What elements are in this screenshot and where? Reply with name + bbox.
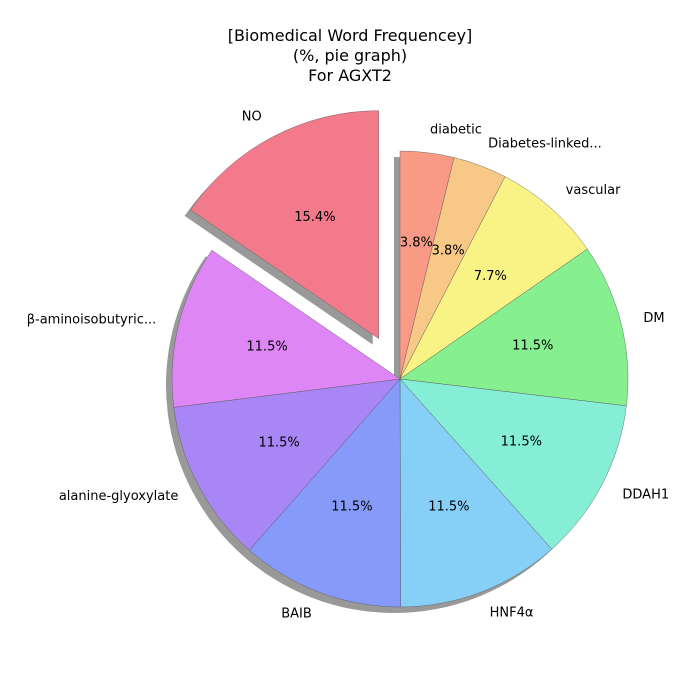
slice-percent-ddah1: 11.5%	[501, 435, 542, 450]
slice-percent-baib: 11.5%	[331, 500, 372, 515]
slice-label-diabetic: diabetic	[430, 122, 482, 137]
slice-label-no: NO	[242, 109, 262, 124]
slice-percent-aminoisobutyric: 11.5%	[246, 339, 287, 354]
slice-aminoisobutyric	[171, 249, 401, 408]
slice-alanine-glyoxylate	[173, 378, 401, 551]
chart-title-line-2: (%, pie graph)	[292, 46, 408, 65]
slice-percent-hnf4: 11.5%	[428, 499, 469, 514]
slice-label-alanine-glyoxylate: alanine-glyoxylate	[59, 489, 179, 504]
slice-wedges	[171, 110, 629, 608]
slice-dm	[399, 248, 629, 407]
slice-hnf4	[399, 378, 552, 608]
slice-baib	[249, 378, 401, 608]
chart-title-line-3: For AGXT2	[308, 66, 392, 85]
slice-no	[190, 110, 379, 340]
slice-percent-diabetes-linked: 3.8%	[432, 243, 465, 258]
slice-percent-alanine-glyoxylate: 11.5%	[258, 435, 299, 450]
slice-label-aminoisobutyric: β-aminoisobutyric...	[27, 312, 157, 327]
slice-percent-dm: 11.5%	[512, 338, 553, 353]
slice-vascular	[399, 176, 588, 380]
slice-label-dm: DM	[643, 311, 664, 326]
slice-labels: diabetic 3.8% Diabetes-linked... 3.8% vascul…	[27, 109, 669, 621]
slice-label-baib: BAIB	[281, 606, 312, 621]
slice-percent-no: 15.4%	[294, 210, 335, 225]
slice-ddah1	[399, 378, 627, 550]
slice-percent-vascular: 7.7%	[474, 269, 507, 284]
slice-percent-diabetic: 3.8%	[400, 236, 433, 251]
slice-label-diabetes-linked: Diabetes-linked...	[488, 137, 602, 152]
chart-title: [Biomedical Word Frequencey] (%, pie gra…	[0, 26, 700, 86]
slice-label-hnf4: HNF4α	[490, 606, 534, 621]
chart-title-line-1: [Biomedical Word Frequencey]	[227, 26, 473, 45]
slice-label-ddah1: DDAH1	[622, 487, 669, 502]
slice-label-vascular: vascular	[566, 183, 621, 198]
